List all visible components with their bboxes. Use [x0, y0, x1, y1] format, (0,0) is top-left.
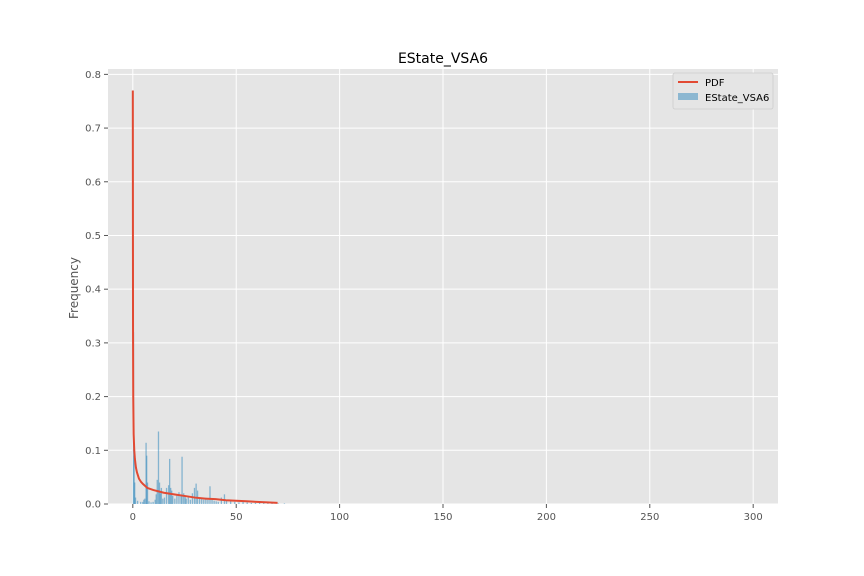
- histogram-bar: [143, 499, 145, 504]
- y-tick-label: 0.3: [85, 338, 101, 349]
- y-tick-label: 0.2: [85, 392, 101, 403]
- x-tick-label: 300: [744, 512, 763, 523]
- histogram-bar: [271, 503, 273, 504]
- histogram-bar: [176, 494, 178, 504]
- histogram-bar: [215, 501, 217, 504]
- x-tick-label: 150: [433, 512, 452, 523]
- chart-title: EState_VSA6: [398, 51, 488, 67]
- y-tick-label: 0.1: [85, 446, 101, 457]
- histogram-bar: [225, 500, 228, 504]
- histogram-bar: [171, 490, 173, 504]
- histogram-bar: [238, 502, 240, 504]
- histogram-bar: [211, 499, 213, 504]
- histogram-bar: [283, 503, 286, 504]
- histogram-bar: [193, 487, 196, 504]
- pdf-line: [131, 90, 278, 504]
- histogram-bar: [134, 482, 136, 504]
- legend: PDF EState_VSA6: [672, 72, 774, 110]
- histogram-bar: [181, 456, 183, 504]
- histogram-bar: [146, 482, 149, 504]
- grid-lines: [108, 69, 778, 505]
- histogram-bar: [158, 482, 161, 504]
- histogram-bar: [189, 499, 191, 504]
- histogram-bar: [170, 487, 172, 504]
- y-tick-label: 0.7: [85, 124, 101, 135]
- histogram-bar: [184, 495, 186, 504]
- histogram-bar: [146, 455, 148, 504]
- histogram-bar: [144, 498, 146, 504]
- histogram-bar: [167, 485, 170, 504]
- histogram-bar: [142, 501, 144, 504]
- histogram-bar: [165, 487, 168, 504]
- x-tick-label: 100: [330, 512, 349, 523]
- histogram-bar: [217, 501, 219, 504]
- y-axis-ticks: 0.0 0.1 0.2 0.3 0.4 0.5 0.6 0.7 0.8: [85, 70, 108, 511]
- histogram-bar: [246, 502, 248, 504]
- histogram-bar: [154, 499, 156, 504]
- histogram-bar: [198, 497, 201, 504]
- histogram-bar: [155, 494, 157, 504]
- y-tick-label: 0.8: [85, 70, 101, 81]
- histogram-bar: [209, 486, 211, 504]
- histogram-bar: [136, 500, 139, 504]
- histogram-bar: [267, 503, 269, 504]
- pdf-curve: [131, 90, 278, 504]
- x-tick-label: 200: [537, 512, 556, 523]
- legend-histogram-swatch: [678, 93, 698, 100]
- x-tick-label: 250: [640, 512, 659, 523]
- histogram-bar: [254, 502, 257, 504]
- histogram-bar: [160, 487, 163, 504]
- histogram-bar: [230, 501, 232, 504]
- x-tick-label: 50: [230, 512, 243, 523]
- histogram-bar: [185, 498, 187, 504]
- x-tick-label: 0: [130, 512, 136, 523]
- legend-pdf-label: PDF: [705, 78, 725, 89]
- histogram-bar: [148, 501, 150, 504]
- y-tick-label: 0.4: [85, 285, 101, 296]
- histogram-bar: [169, 458, 171, 504]
- histogram-bar: [207, 499, 209, 504]
- histogram-bar: [159, 493, 161, 504]
- histogram-bar: [277, 503, 279, 504]
- y-tick-label: 0.6: [85, 177, 101, 188]
- histogram-bar: [183, 493, 185, 504]
- histogram-bar: [180, 495, 182, 504]
- histogram-bar: [172, 495, 174, 504]
- histogram-bar: [163, 497, 166, 504]
- histogram-bar: [174, 498, 176, 504]
- histogram-bar: [220, 497, 223, 504]
- histogram-bar: [178, 492, 180, 504]
- histogram-bar: [191, 493, 194, 504]
- histogram-bar: [201, 498, 203, 504]
- histogram-bar: [242, 501, 244, 504]
- histogram-bar: [133, 455, 135, 504]
- legend-histogram-label: EState_VSA6: [705, 93, 769, 104]
- histogram-bar: [234, 501, 236, 504]
- histogram-bar: [205, 497, 207, 504]
- histogram-bar: [150, 502, 152, 504]
- histogram-bar: [134, 497, 137, 504]
- histogram-bar: [162, 498, 164, 504]
- histogram-bar: [157, 431, 160, 504]
- histogram-bar: [250, 502, 252, 504]
- histogram-bar: [195, 483, 197, 504]
- histogram-bar: [203, 499, 205, 504]
- histogram-bar: [152, 501, 154, 504]
- histogram-bars: [132, 332, 286, 504]
- x-axis-ticks: 0 50 100 150 200 250 300: [130, 504, 763, 523]
- histogram-bar: [187, 497, 189, 504]
- y-tick-label: 0.0: [85, 500, 101, 511]
- y-tick-label: 0.5: [85, 231, 101, 242]
- histogram-bar: [140, 501, 142, 504]
- histogram-bar: [213, 500, 215, 504]
- y-axis-label: Frequency: [67, 257, 81, 319]
- histogram-bar: [263, 502, 265, 504]
